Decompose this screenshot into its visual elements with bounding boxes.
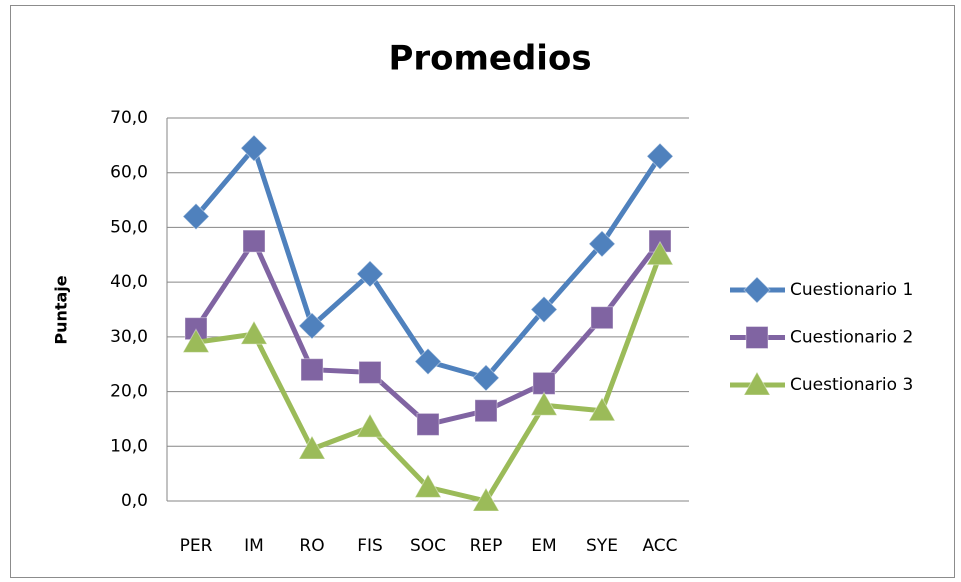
x-tick-label: SYE [586, 536, 618, 556]
data-point [588, 230, 616, 258]
data-point [356, 413, 384, 438]
data-point [646, 240, 674, 266]
x-tick-label: FIS [357, 536, 383, 556]
x-tick-label: PER [180, 536, 213, 556]
y-tick-label: 40,0 [110, 272, 148, 292]
data-point [242, 229, 266, 253]
y-tick-label: 10,0 [110, 436, 148, 456]
data-point [472, 364, 500, 392]
legend-label: Cuestionario 3 [790, 375, 913, 395]
y-tick-label: 70,0 [110, 108, 148, 128]
y-tick-label: 0,0 [121, 491, 148, 511]
data-point [416, 412, 440, 436]
y-tick-label: 20,0 [110, 382, 148, 402]
y-tick-label: 30,0 [110, 327, 148, 347]
data-point [300, 358, 324, 382]
data-point [358, 360, 382, 384]
legend-marker [743, 276, 771, 304]
data-point [182, 202, 210, 231]
x-tick-label: RO [299, 536, 324, 556]
chart-frame [10, 5, 955, 578]
data-point [474, 399, 498, 423]
legend-marker [743, 370, 771, 396]
chart-title: Promedios [388, 39, 591, 79]
data-point [532, 371, 556, 395]
data-point [182, 328, 210, 353]
x-tick-label: EM [531, 536, 556, 556]
data-point [414, 347, 442, 376]
data-point [590, 306, 614, 330]
legend-label: Cuestionario 2 [790, 328, 913, 348]
data-point [414, 473, 442, 498]
y-axis-label: Puntaje [52, 275, 71, 344]
x-tick-label: IM [244, 536, 264, 556]
data-point [298, 312, 326, 340]
data-point [356, 260, 384, 288]
x-tick-label: ACC [642, 536, 677, 556]
data-point [298, 435, 326, 460]
legend-label: Cuestionario 1 [790, 280, 913, 300]
data-point [240, 134, 268, 162]
x-tick-label: REP [470, 536, 503, 556]
data-point [472, 486, 500, 512]
data-point [240, 320, 268, 345]
y-tick-label: 60,0 [110, 163, 148, 183]
x-tick-label: SOC [410, 536, 446, 556]
data-point [646, 142, 674, 171]
legend-marker [745, 326, 769, 349]
data-point [530, 391, 558, 416]
data-point [530, 295, 558, 324]
y-tick-label: 50,0 [110, 217, 148, 237]
data-point [588, 396, 616, 422]
